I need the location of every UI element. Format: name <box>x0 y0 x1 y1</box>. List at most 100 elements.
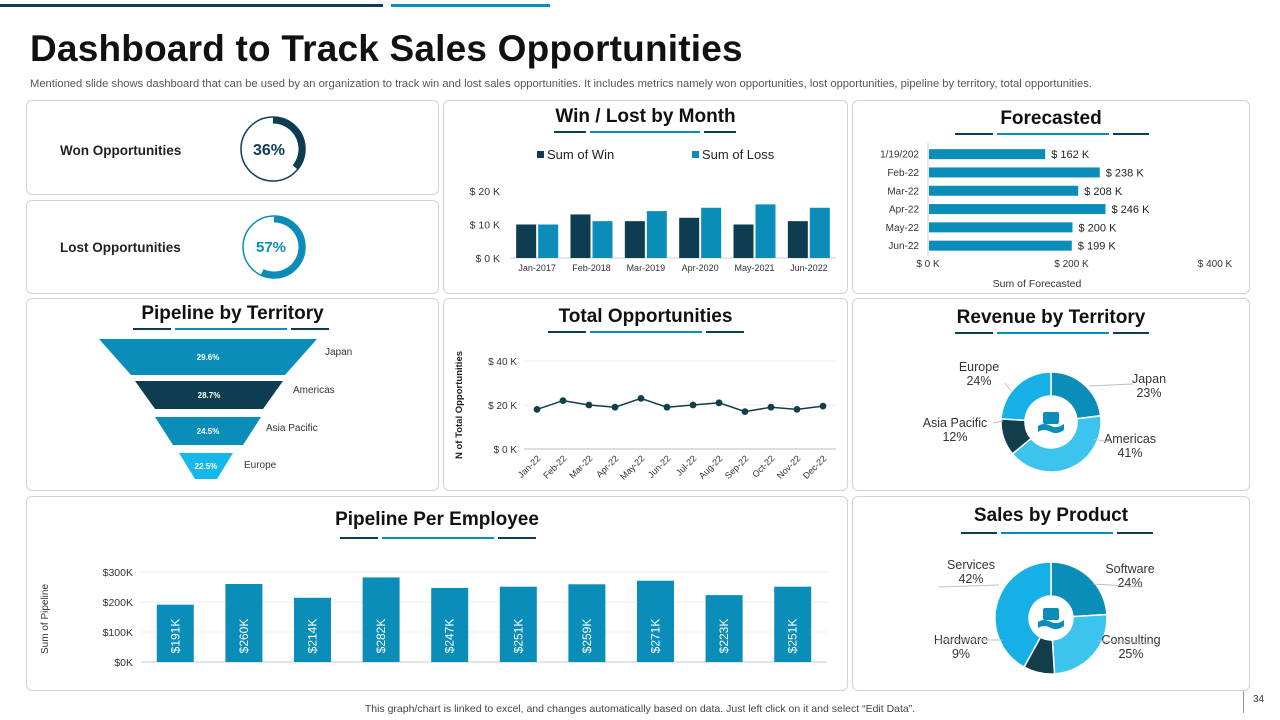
slice-name-label: Americas <box>1104 432 1156 446</box>
bar-win <box>733 224 754 258</box>
y-tick-label: Feb-22 <box>887 168 919 179</box>
data-label: $191K <box>168 619 182 654</box>
data-label: $ 246 K <box>1112 204 1151 216</box>
y-tick-label: $ 20 K <box>488 401 517 412</box>
top-accent-bar-dark <box>0 4 383 7</box>
pie-slice <box>1051 613 1108 675</box>
chart-title-pipeline-territory: Pipeline by Territory <box>141 303 324 324</box>
data-label: $251K <box>786 619 800 654</box>
x-tick-label: Feb-2018 <box>572 263 611 273</box>
slice-value-label: 24% <box>1117 576 1142 590</box>
forecast-bar <box>929 240 1072 251</box>
y-tick-label: $ 10 K <box>470 220 500 232</box>
x-tick-label: Jan-2017 <box>518 263 556 273</box>
panel-revenue-territory: Revenue by Territory Japan 23% Americas 41%… <box>852 298 1250 491</box>
x-tick-label: Aug-22 <box>697 453 725 481</box>
slice-name-label: Asia Pacific <box>923 416 988 430</box>
employee-bar <box>362 577 400 662</box>
bar-loss <box>701 207 722 258</box>
legend-label: Sum of Loss <box>702 147 775 162</box>
kpi-ring-won: 36% <box>240 116 306 182</box>
funnel-category-label: Americas <box>293 385 335 396</box>
x-tick-label: Dec-22 <box>801 453 829 481</box>
data-label: $282K <box>374 619 388 654</box>
leader-line <box>1092 583 1144 588</box>
x-tick-label: Jul-22 <box>674 453 698 477</box>
x-tick-label: Jan-22 <box>516 453 543 480</box>
x-tick-label: $ 0 K <box>916 259 940 270</box>
y-tick-label: $ 20 K <box>470 186 500 198</box>
data-label: $214K <box>306 619 320 654</box>
funnel-segment <box>179 453 233 479</box>
y-axis-title: Sum of Pipeline <box>40 584 51 654</box>
data-label: $ 200 K <box>1079 222 1118 234</box>
funnel-value-label: 28.7% <box>198 391 221 400</box>
kpi-value-lost: 57% <box>256 239 286 256</box>
data-label: $223K <box>717 619 731 654</box>
title-underline <box>961 532 1153 534</box>
employee-bar <box>705 595 743 662</box>
data-label: $247K <box>443 619 457 654</box>
slice-value-label: 12% <box>942 430 967 444</box>
y-tick-label: May-22 <box>886 223 920 234</box>
x-tick-label: Mar-22 <box>567 453 594 480</box>
employee-bar <box>637 580 674 662</box>
slice-value-label: 9% <box>952 647 970 661</box>
chart-sales-product: Software24%Consulting25%Hardware9%Servic… <box>934 558 1161 675</box>
panel-pipeline-territory: Pipeline by Territory 29.6% Japan 28.7% Ame… <box>26 298 439 491</box>
x-tick-label: $ 200 K <box>1054 259 1089 270</box>
page-number-divider <box>1243 691 1244 713</box>
funnel-value-label: 29.6% <box>197 353 220 362</box>
x-tick-label: May-2021 <box>734 263 774 273</box>
legend-swatch <box>537 151 544 158</box>
y-tick-label: $300K <box>103 567 133 579</box>
funnel-category-label: Japan <box>325 347 352 358</box>
kpi-panel-lost[interactable]: Lost Opportunities 57% <box>26 200 439 294</box>
data-label: $260K <box>237 619 251 654</box>
funnel-value-label: 24.5% <box>197 427 220 436</box>
bar-loss <box>646 211 667 258</box>
slice-value-label: 24% <box>966 374 991 388</box>
slice-value-label: 42% <box>958 572 983 586</box>
forecast-bar <box>929 185 1079 196</box>
slice-name-label: Europe <box>959 360 999 374</box>
kpi-panel-won[interactable]: Won Opportunities 36% <box>26 100 439 195</box>
bar-loss <box>592 221 613 258</box>
kpi-ring-arc <box>260 215 306 279</box>
hand-icon <box>1038 424 1064 434</box>
y-tick-label: $0K <box>114 657 133 669</box>
chart-pipeline-territory: 29.6% Japan 28.7% Americas 24.5% Asia Pacific… <box>99 339 352 479</box>
leader-line <box>992 420 1004 424</box>
y-tick-label: $100K <box>103 627 133 639</box>
employee-bar <box>774 586 812 662</box>
bar-loss <box>755 204 776 258</box>
data-label: $ 162 K <box>1051 149 1090 161</box>
forecast-bar <box>929 204 1106 215</box>
panel-total-opps: Total Opportunities $ 0 K $ 20 K $ 40 K N o… <box>443 298 848 491</box>
panel-pipeline-employee: Pipeline Per Employee $0K $100K $200K $300K… <box>26 496 848 691</box>
chart-title-win-lost: Win / Lost by Month <box>555 106 736 127</box>
leader-line <box>938 584 1000 588</box>
slice-value-label: 25% <box>1118 647 1143 661</box>
line-point <box>819 402 827 410</box>
funnel-segment <box>155 417 261 445</box>
funnel-category-label: Europe <box>244 460 277 471</box>
title-underline <box>955 133 1149 135</box>
funnel-segment <box>99 339 317 375</box>
y-tick-label: Mar-22 <box>887 186 919 197</box>
employee-bar <box>431 587 469 662</box>
x-tick-label: Apr-22 <box>594 453 620 479</box>
bar-win <box>679 217 700 258</box>
line-point <box>663 403 671 411</box>
chart-title-revenue-territory: Revenue by Territory <box>956 307 1146 328</box>
slice-name-label: Japan <box>1132 372 1166 386</box>
y-tick-label: Apr-22 <box>889 205 919 216</box>
data-label: $ 238 K <box>1106 167 1145 179</box>
leader-line <box>1088 383 1134 387</box>
x-tick-label: Jun-22 <box>646 453 673 480</box>
data-label: $251K <box>511 619 525 654</box>
kpi-ring-lost: 57% <box>242 215 306 279</box>
chart-title-sales-product: Sales by Product <box>973 505 1129 526</box>
employee-bar <box>225 584 263 662</box>
x-tick-label: $ 400 K <box>1198 259 1233 270</box>
